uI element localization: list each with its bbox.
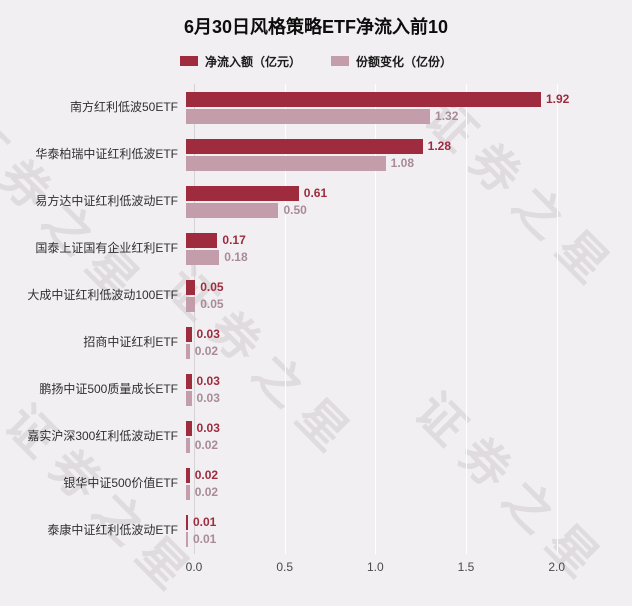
chart-row: 易方达中证红利低波动ETF 0.61 0.50 — [0, 178, 632, 225]
chart-rows: 南方红利低波50ETF 1.92 1.32 华泰柏瑞中证红利低波ETF 1.28 1.08… — [0, 84, 632, 554]
bar-value-label: 0.01 — [193, 515, 217, 529]
x-axis: 0.0 0.5 1.0 1.5 2.0 — [186, 554, 602, 576]
bar-value-label: 0.03 — [196, 391, 220, 405]
chart-row: 大成中证红利低波动100ETF 0.05 0.05 — [0, 272, 632, 319]
bar-share-change — [186, 108, 431, 124]
chart-legend: 净流入额（亿元） 份额变化（亿份） — [0, 53, 632, 70]
chart-row: 华泰柏瑞中证红利低波ETF 1.28 1.08 — [0, 131, 632, 178]
gridline — [375, 84, 377, 554]
category-label: 银华中证500价值ETF — [63, 475, 178, 490]
legend-swatch-net-inflow — [179, 56, 198, 66]
bar-group: 1.28 1.08 — [186, 138, 602, 171]
category-label: 鹏扬中证500质量成长ETF — [39, 381, 178, 396]
y-axis-line — [194, 84, 195, 554]
bar-group: 1.92 1.32 — [186, 91, 602, 124]
chart-row: 南方红利低波50ETF 1.92 1.32 — [0, 84, 632, 131]
bar-net-inflow — [186, 232, 218, 248]
legend-item-net-inflow: 净流入额（亿元） — [179, 53, 301, 70]
category-label: 华泰柏瑞中证红利低波ETF — [35, 146, 178, 161]
bar-group: 0.17 0.18 — [186, 232, 602, 265]
bar-value-label: 0.61 — [303, 186, 328, 200]
chart-row: 泰康中证红利低波动ETF 0.01 0.01 — [0, 507, 632, 554]
bar-group: 0.05 0.05 — [186, 279, 602, 312]
bar-value-label: 0.18 — [224, 250, 248, 264]
legend-swatch-share-change — [331, 56, 349, 66]
bar-share-change — [186, 484, 190, 500]
chart-title: 6月30日风格策略ETF净流入前10 — [183, 17, 449, 37]
bar-group: 0.61 0.50 — [186, 185, 602, 218]
bar-value-label: 1.28 — [427, 139, 452, 153]
bar-share-change — [186, 249, 220, 265]
bar-net-inflow — [186, 326, 192, 342]
bar-net-inflow — [186, 514, 188, 530]
x-tick-label: 0.0 — [185, 560, 203, 574]
bar-group: 0.03 0.02 — [186, 420, 602, 453]
x-tick-label: 0.5 — [276, 560, 293, 574]
bar-share-change — [186, 531, 188, 547]
category-label: 嘉实沪深300红利低波动ETF — [27, 428, 178, 443]
bar-value-label: 0.02 — [194, 485, 219, 499]
bar-net-inflow — [186, 91, 541, 107]
bar-net-inflow — [186, 279, 196, 295]
bar-value-label: 1.92 — [545, 92, 570, 106]
x-tick-label: 1.0 — [366, 560, 384, 574]
bar-value-label: 0.17 — [222, 233, 246, 247]
chart-row: 招商中证红利ETF 0.03 0.02 — [0, 319, 632, 366]
bar-value-label: 0.03 — [196, 327, 220, 341]
bar-share-change — [186, 437, 190, 453]
bar-value-label: 0.05 — [200, 280, 224, 294]
bar-share-change — [186, 202, 279, 218]
category-label: 大成中证红利低波动100ETF — [27, 287, 178, 302]
legend-label-share-change: 份额变化（亿份） — [356, 54, 453, 69]
chart-row: 鹏扬中证500质量成长ETF 0.03 0.03 — [0, 366, 632, 413]
legend-label-net-inflow: 净流入额（亿元） — [204, 54, 301, 69]
legend-item-share-change: 份额变化（亿份） — [331, 53, 452, 70]
x-tick-label: 1.5 — [457, 560, 475, 574]
bar-chart: 南方红利低波50ETF 1.92 1.32 华泰柏瑞中证红利低波ETF 1.28 1.08… — [0, 84, 632, 576]
category-label: 泰康中证红利低波动ETF — [47, 522, 178, 537]
bar-value-label: 0.02 — [194, 344, 219, 358]
bar-share-change — [186, 296, 196, 312]
chart-row: 嘉实沪深300红利低波动ETF 0.03 0.02 — [0, 413, 632, 460]
bar-share-change — [186, 155, 386, 171]
category-label: 易方达中证红利低波动ETF — [35, 193, 178, 208]
bar-net-inflow — [186, 373, 192, 389]
bar-value-label: 0.02 — [194, 468, 219, 482]
gridline — [556, 84, 558, 554]
category-label: 南方红利低波50ETF — [69, 99, 178, 114]
chart-row: 国泰上证国有企业红利ETF 0.17 0.18 — [0, 225, 632, 272]
category-label: 国泰上证国有企业红利ETF — [35, 240, 178, 255]
gridline — [284, 84, 286, 554]
bar-value-label: 0.03 — [196, 421, 220, 435]
bar-value-label: 0.05 — [200, 297, 224, 311]
chart-row: 银华中证500价值ETF 0.02 0.02 — [0, 460, 632, 507]
bar-value-label: 1.08 — [390, 156, 415, 170]
bar-share-change — [186, 390, 192, 406]
bar-net-inflow — [186, 420, 192, 436]
gridlines — [194, 84, 602, 554]
bar-group: 0.01 0.01 — [186, 514, 602, 547]
bar-group: 0.03 0.03 — [186, 373, 602, 406]
gridline — [465, 84, 467, 554]
bar-group: 0.02 0.02 — [186, 467, 602, 500]
bar-share-change — [186, 343, 190, 359]
category-label: 招商中证红利ETF — [83, 334, 178, 349]
bar-value-label: 1.32 — [435, 109, 459, 123]
bar-value-label: 0.03 — [196, 374, 220, 388]
x-tick-label: 2.0 — [548, 560, 565, 574]
bar-net-inflow — [186, 467, 190, 483]
bar-net-inflow — [186, 185, 299, 201]
bar-value-label: 0.01 — [193, 532, 217, 546]
bar-group: 0.03 0.02 — [186, 326, 602, 359]
bar-value-label: 0.50 — [283, 203, 307, 217]
bar-net-inflow — [186, 138, 423, 154]
bar-value-label: 0.02 — [194, 438, 219, 452]
